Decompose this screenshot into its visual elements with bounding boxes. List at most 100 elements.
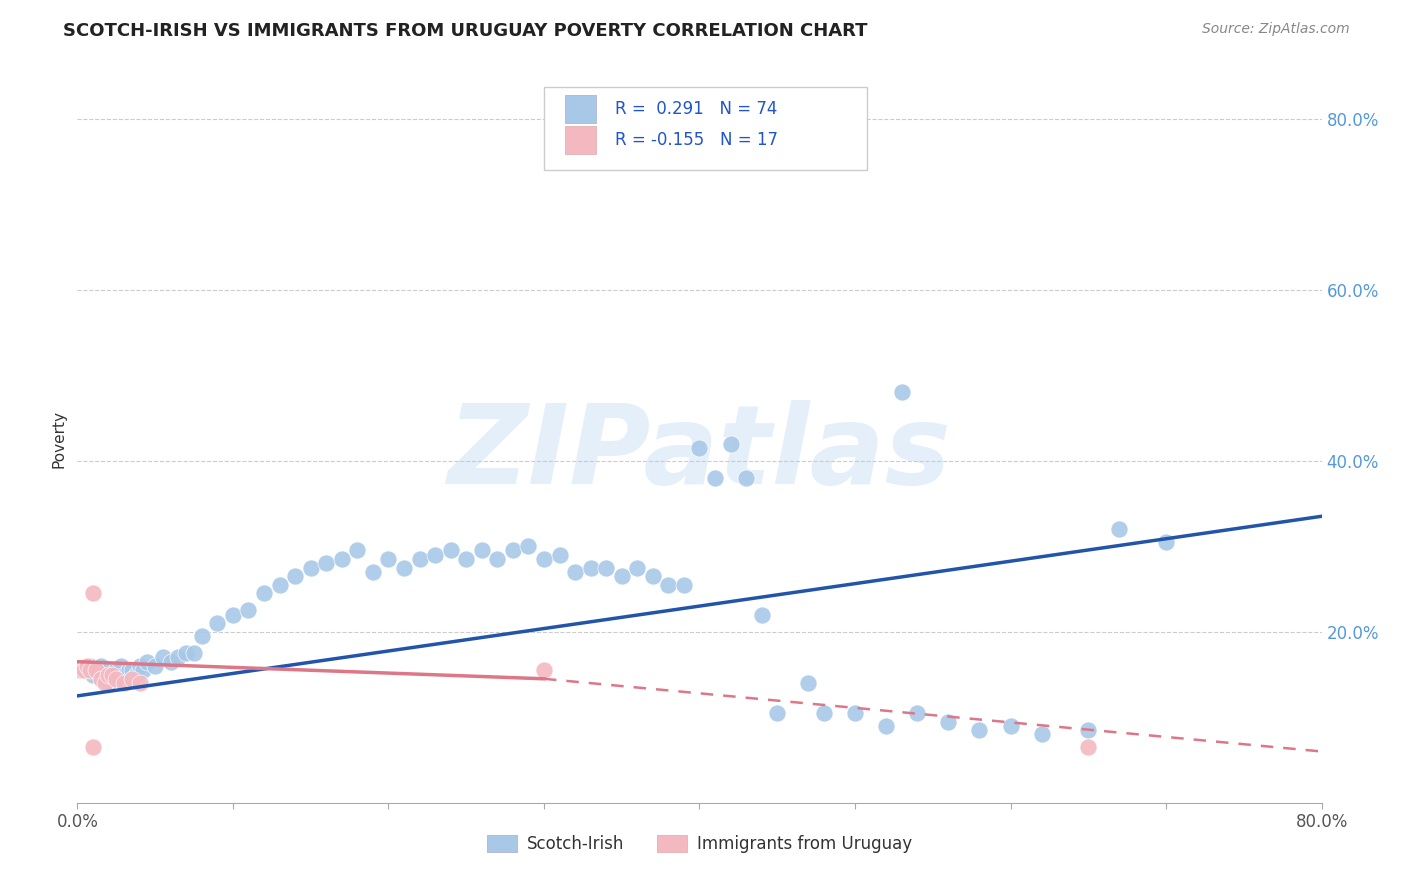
Point xyxy=(84,663,107,677)
Point xyxy=(121,663,143,677)
Point xyxy=(564,565,586,579)
Point xyxy=(125,667,148,681)
Point xyxy=(1077,723,1099,737)
Point xyxy=(97,676,120,690)
Point xyxy=(136,655,159,669)
Point xyxy=(890,385,912,400)
FancyBboxPatch shape xyxy=(565,95,596,123)
Point xyxy=(1077,740,1099,755)
Point xyxy=(1000,719,1022,733)
Point xyxy=(533,663,555,677)
Point xyxy=(79,659,101,673)
Point xyxy=(82,667,104,681)
Point xyxy=(579,560,602,574)
Point xyxy=(253,586,276,600)
Point xyxy=(121,672,143,686)
Point xyxy=(190,629,214,643)
Text: R =  0.291   N = 74: R = 0.291 N = 74 xyxy=(614,100,778,119)
Point xyxy=(486,552,509,566)
Point xyxy=(222,607,245,622)
Point xyxy=(502,543,524,558)
Point xyxy=(720,436,742,450)
Point xyxy=(82,740,104,755)
Point xyxy=(82,586,104,600)
Point xyxy=(94,676,117,690)
Point xyxy=(797,676,820,690)
Point xyxy=(456,552,478,566)
Point xyxy=(105,663,128,677)
Point xyxy=(330,552,353,566)
Point xyxy=(269,578,291,592)
Text: Source: ZipAtlas.com: Source: ZipAtlas.com xyxy=(1202,22,1350,37)
Point xyxy=(174,646,197,660)
Point xyxy=(1108,522,1130,536)
Point xyxy=(735,471,758,485)
Point xyxy=(143,659,166,673)
Point xyxy=(936,714,959,729)
Point xyxy=(207,616,229,631)
Point xyxy=(1031,727,1053,741)
Point xyxy=(657,578,679,592)
Point xyxy=(610,569,633,583)
Legend: Scotch-Irish, Immigrants from Uruguay: Scotch-Irish, Immigrants from Uruguay xyxy=(479,829,920,860)
Point xyxy=(361,565,384,579)
Point xyxy=(75,663,97,677)
Point xyxy=(969,723,991,737)
Point xyxy=(377,552,399,566)
Point xyxy=(183,646,205,660)
Point xyxy=(159,655,181,669)
Point xyxy=(76,659,98,673)
Point xyxy=(72,663,94,677)
Text: ZIPatlas: ZIPatlas xyxy=(447,401,952,508)
Point xyxy=(167,650,190,665)
Point xyxy=(238,603,260,617)
Point xyxy=(97,667,120,681)
Point xyxy=(112,676,135,690)
Point xyxy=(844,706,866,720)
Point xyxy=(813,706,835,720)
Point xyxy=(105,672,128,686)
Point xyxy=(905,706,928,720)
Y-axis label: Poverty: Poverty xyxy=(51,410,66,468)
Point xyxy=(875,719,897,733)
Point xyxy=(626,560,648,574)
Text: SCOTCH-IRISH VS IMMIGRANTS FROM URUGUAY POVERTY CORRELATION CHART: SCOTCH-IRISH VS IMMIGRANTS FROM URUGUAY … xyxy=(63,22,868,40)
Point xyxy=(392,560,415,574)
Point xyxy=(672,578,695,592)
Point xyxy=(766,706,789,720)
Point xyxy=(84,663,107,677)
Point xyxy=(128,659,150,673)
Point xyxy=(439,543,461,558)
Point xyxy=(689,441,711,455)
Point xyxy=(595,560,617,574)
Point xyxy=(408,552,430,566)
Point xyxy=(284,569,307,583)
Point xyxy=(100,667,122,681)
Point xyxy=(112,667,135,681)
Point xyxy=(131,663,153,677)
Point xyxy=(423,548,446,562)
Point xyxy=(517,539,540,553)
Point xyxy=(315,557,337,571)
Point xyxy=(90,672,112,686)
FancyBboxPatch shape xyxy=(565,126,596,153)
Point xyxy=(69,663,91,677)
Point xyxy=(1154,535,1177,549)
Point xyxy=(128,676,150,690)
Point xyxy=(110,659,132,673)
Point xyxy=(704,471,727,485)
Point xyxy=(152,650,174,665)
Point xyxy=(548,548,571,562)
Point xyxy=(346,543,368,558)
Point xyxy=(90,659,112,673)
Point xyxy=(100,667,122,681)
Point xyxy=(641,569,664,583)
Point xyxy=(471,543,494,558)
Point xyxy=(299,560,322,574)
FancyBboxPatch shape xyxy=(544,87,868,170)
Point xyxy=(751,607,773,622)
Point xyxy=(533,552,555,566)
Point xyxy=(118,663,141,677)
Point xyxy=(94,663,117,677)
Point xyxy=(79,663,101,677)
